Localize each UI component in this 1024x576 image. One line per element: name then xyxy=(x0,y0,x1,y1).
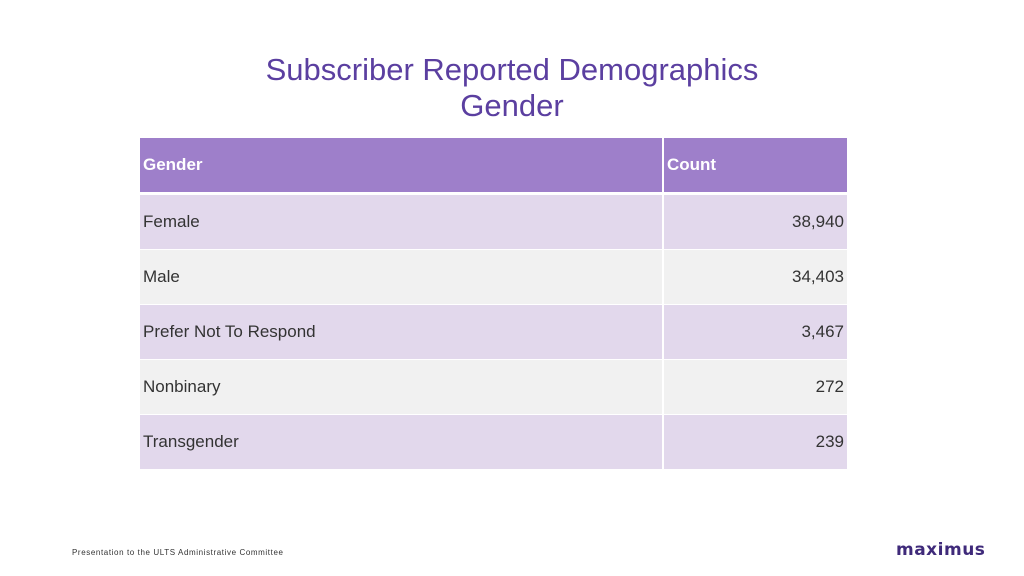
slide-title: Subscriber Reported Demographics Gender xyxy=(0,52,1024,124)
cell-count: 239 xyxy=(662,414,847,470)
cell-gender: Transgender xyxy=(140,414,663,470)
table-header-row: Gender Count xyxy=(140,138,847,195)
gender-table: Gender Count Female 38,940 Male 34,403 P… xyxy=(140,138,847,470)
maximus-logo: maximus xyxy=(896,540,986,560)
cell-count: 34,403 xyxy=(662,249,847,305)
title-line-1: Subscriber Reported Demographics xyxy=(265,52,759,87)
table-row: Female 38,940 xyxy=(140,193,847,250)
cell-gender: Female xyxy=(140,193,663,250)
title-line-2: Gender xyxy=(460,88,564,123)
cell-gender: Male xyxy=(140,249,663,305)
cell-count: 38,940 xyxy=(662,193,847,250)
table-row: Nonbinary 272 xyxy=(140,359,847,415)
table-row: Male 34,403 xyxy=(140,249,847,305)
cell-gender: Nonbinary xyxy=(140,359,663,415)
cell-gender: Prefer Not To Respond xyxy=(140,304,663,360)
header-gender: Gender xyxy=(140,138,663,195)
table-row: Prefer Not To Respond 3,467 xyxy=(140,304,847,360)
footer-text: Presentation to the ULTS Administrative … xyxy=(72,548,284,557)
cell-count: 3,467 xyxy=(662,304,847,360)
cell-count: 272 xyxy=(662,359,847,415)
table-row: Transgender 239 xyxy=(140,414,847,470)
header-count: Count xyxy=(662,138,847,195)
